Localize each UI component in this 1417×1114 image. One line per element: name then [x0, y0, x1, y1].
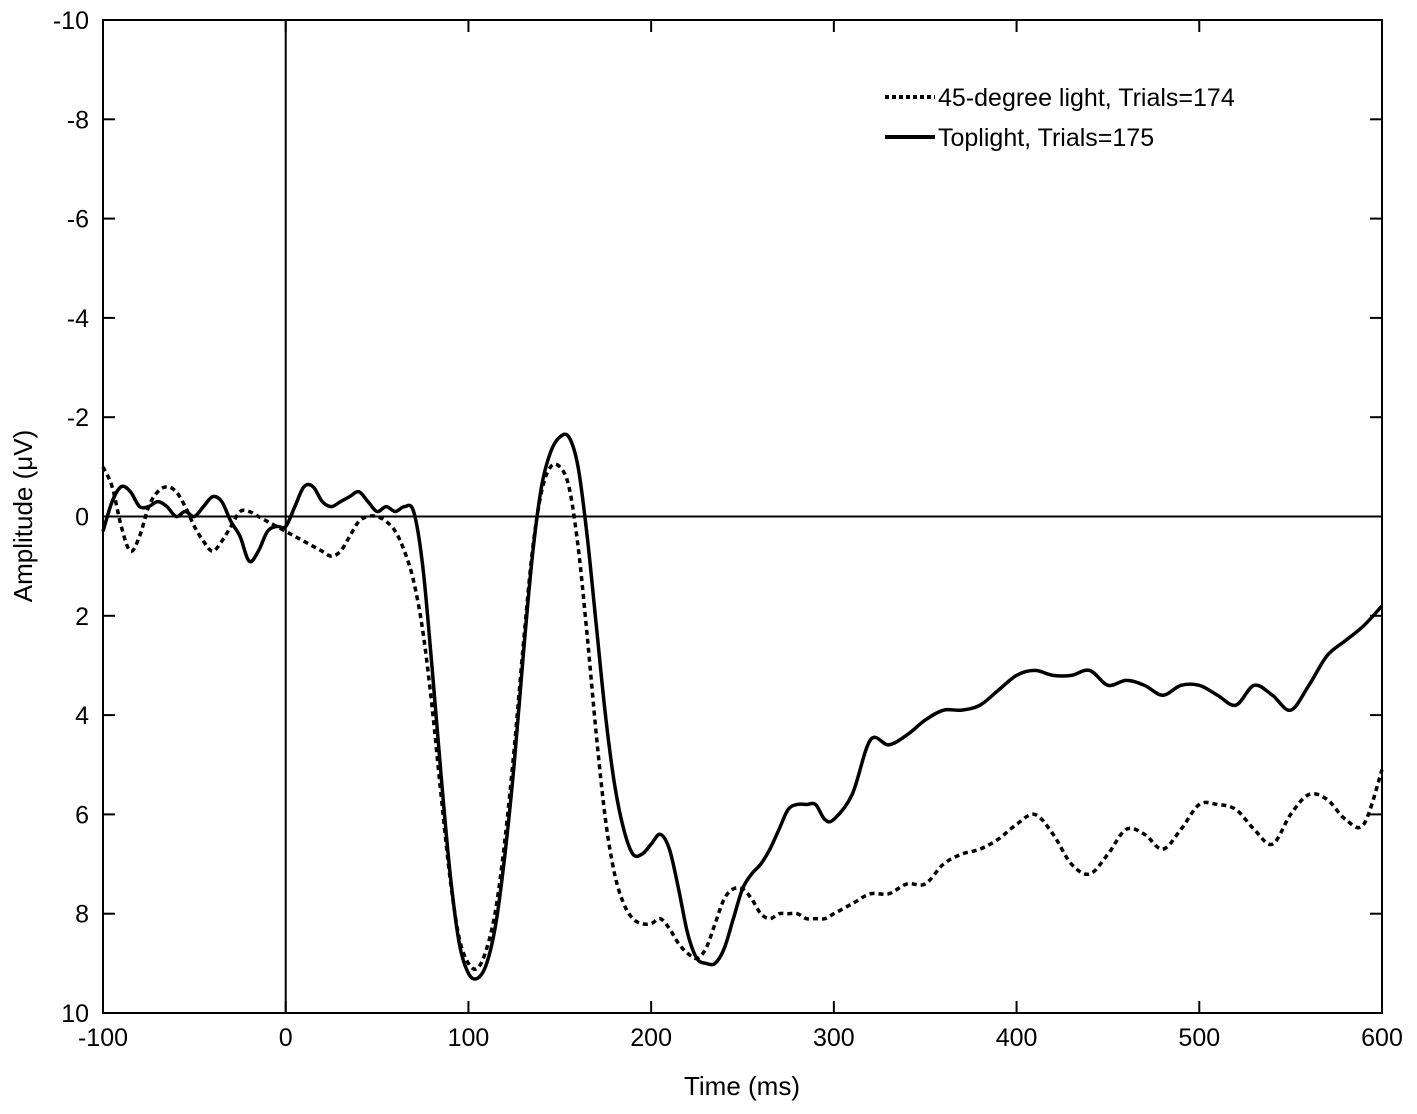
y-tick-label: 10: [61, 1000, 89, 1028]
x-tick-label: -100: [78, 1024, 128, 1052]
legend-label-toplight: Toplight, Trials=175: [938, 124, 1154, 152]
x-tick-label: 500: [1178, 1024, 1220, 1052]
x-tick-label: 0: [279, 1024, 293, 1052]
y-tick-label: 8: [75, 901, 89, 929]
y-tick-label: -6: [67, 206, 89, 234]
y-tick-label: 6: [75, 801, 89, 829]
x-tick-label: 100: [448, 1024, 490, 1052]
y-axis-title: Amplitude (μV): [8, 430, 38, 602]
y-tick-label: -4: [67, 305, 89, 333]
x-ticks: -100 0 100 200 300 400 500 600: [78, 20, 1403, 1052]
y-ticks: -10 -8 -6 -4 -2 0 2 4 6 8 10: [53, 7, 1382, 1028]
legend-label-45-degree: 45-degree light, Trials=174: [938, 84, 1235, 112]
y-tick-label: 2: [75, 603, 89, 631]
series-line-45-degree-light: [101, 462, 1384, 972]
x-tick-label: 200: [630, 1024, 672, 1052]
x-tick-label: 300: [813, 1024, 855, 1052]
y-tick-label: 0: [75, 504, 89, 532]
series-group: [101, 432, 1384, 981]
x-axis-title: Time (ms): [684, 1071, 800, 1101]
y-tick-label: -8: [67, 106, 89, 134]
y-tick-label: 4: [75, 702, 89, 730]
legend: 45-degree light, Trials=174 Toplight, Tr…: [885, 84, 1235, 152]
x-tick-label: 400: [996, 1024, 1038, 1052]
x-tick-label: 600: [1361, 1024, 1403, 1052]
series-line-toplight: [101, 432, 1384, 981]
y-tick-label: -2: [67, 404, 89, 432]
y-tick-label: -10: [53, 7, 89, 35]
